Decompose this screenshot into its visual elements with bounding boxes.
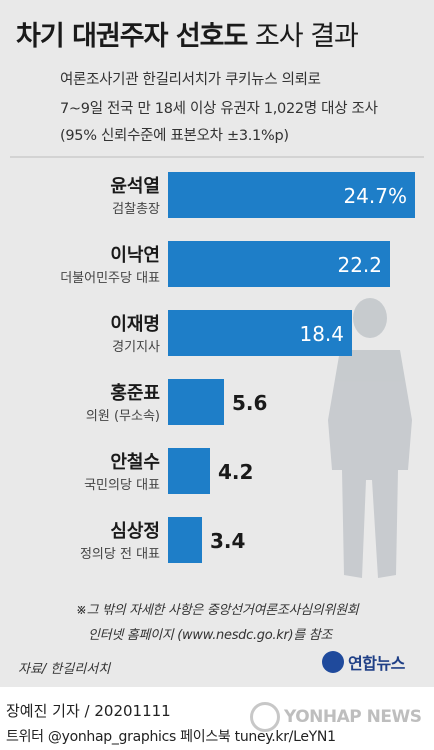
- value-label: 24.7%: [343, 184, 407, 208]
- category-label: 안철수: [110, 452, 160, 473]
- value-label: 22.2: [337, 253, 382, 277]
- role-label: 정의당 전 대표: [80, 547, 160, 562]
- category-label: 홍준표: [110, 382, 160, 404]
- person-silhouette-icon: [328, 298, 412, 578]
- divider: [10, 156, 424, 158]
- yonhap-logo-icon: [322, 651, 344, 673]
- role-label: 의원 (무소속): [86, 409, 160, 424]
- watermark: YONHAP NEWS: [250, 702, 422, 732]
- subtitle-line-3: (95% 신뢰수준에 표본오차 ±3.1%p): [60, 128, 289, 144]
- social-links: 트위터 @yonhap_graphics 페이스북 tuney.kr/LeYN1: [6, 729, 336, 745]
- value-label: 3.4: [210, 529, 245, 553]
- subtitle-line-1: 여론조사기관 한길리서치가 쿠키뉴스 의뢰로: [60, 72, 321, 88]
- value-label: 4.2: [218, 460, 253, 484]
- footnote-line-1: ※그 밖의 자세한 사항은 중앙선거여론조사심의위원회: [76, 603, 359, 618]
- value-label: 18.4: [299, 322, 344, 346]
- category-label: 이재명: [110, 314, 160, 335]
- role-label: 더불어민주당 대표: [60, 271, 160, 286]
- category-label: 윤석열: [110, 176, 160, 197]
- subtitle-line-2: 7~9일 전국 만 18세 이상 유권자 1,022명 대상 조사: [60, 101, 378, 117]
- watermark-text: YONHAP NEWS: [284, 707, 422, 727]
- reporter-credit: 장예진 기자 / 20201111: [6, 702, 171, 720]
- chart-title: 차기 대권주자 선호도 조사 결과: [16, 14, 359, 53]
- bar: [168, 172, 415, 218]
- bar: [168, 448, 210, 494]
- role-label: 검찰총장: [112, 202, 160, 217]
- title-light: 조사 결과: [254, 21, 359, 52]
- role-label: 국민의당 대표: [84, 478, 160, 493]
- value-label: 5.6: [232, 391, 267, 415]
- category-label: 심상정: [110, 521, 160, 542]
- category-label: 이낙연: [110, 245, 160, 266]
- title-bold: 차기 대권주자 선호도: [16, 21, 248, 52]
- role-label: 경기지사: [112, 340, 160, 355]
- yonhap-logo: 연합뉴스: [322, 650, 405, 674]
- bar: [168, 517, 202, 563]
- source-note: 자료/ 한길리서치: [18, 662, 111, 677]
- watermark-icon: [250, 702, 280, 732]
- bar: [168, 379, 224, 425]
- footnote-line-2: 인터넷 홈페이지 (www.nesdc.go.kr)를 참조: [88, 628, 333, 643]
- bar: [168, 310, 352, 356]
- bar: [168, 241, 390, 287]
- yonhap-logo-text: 연합뉴스: [348, 654, 405, 673]
